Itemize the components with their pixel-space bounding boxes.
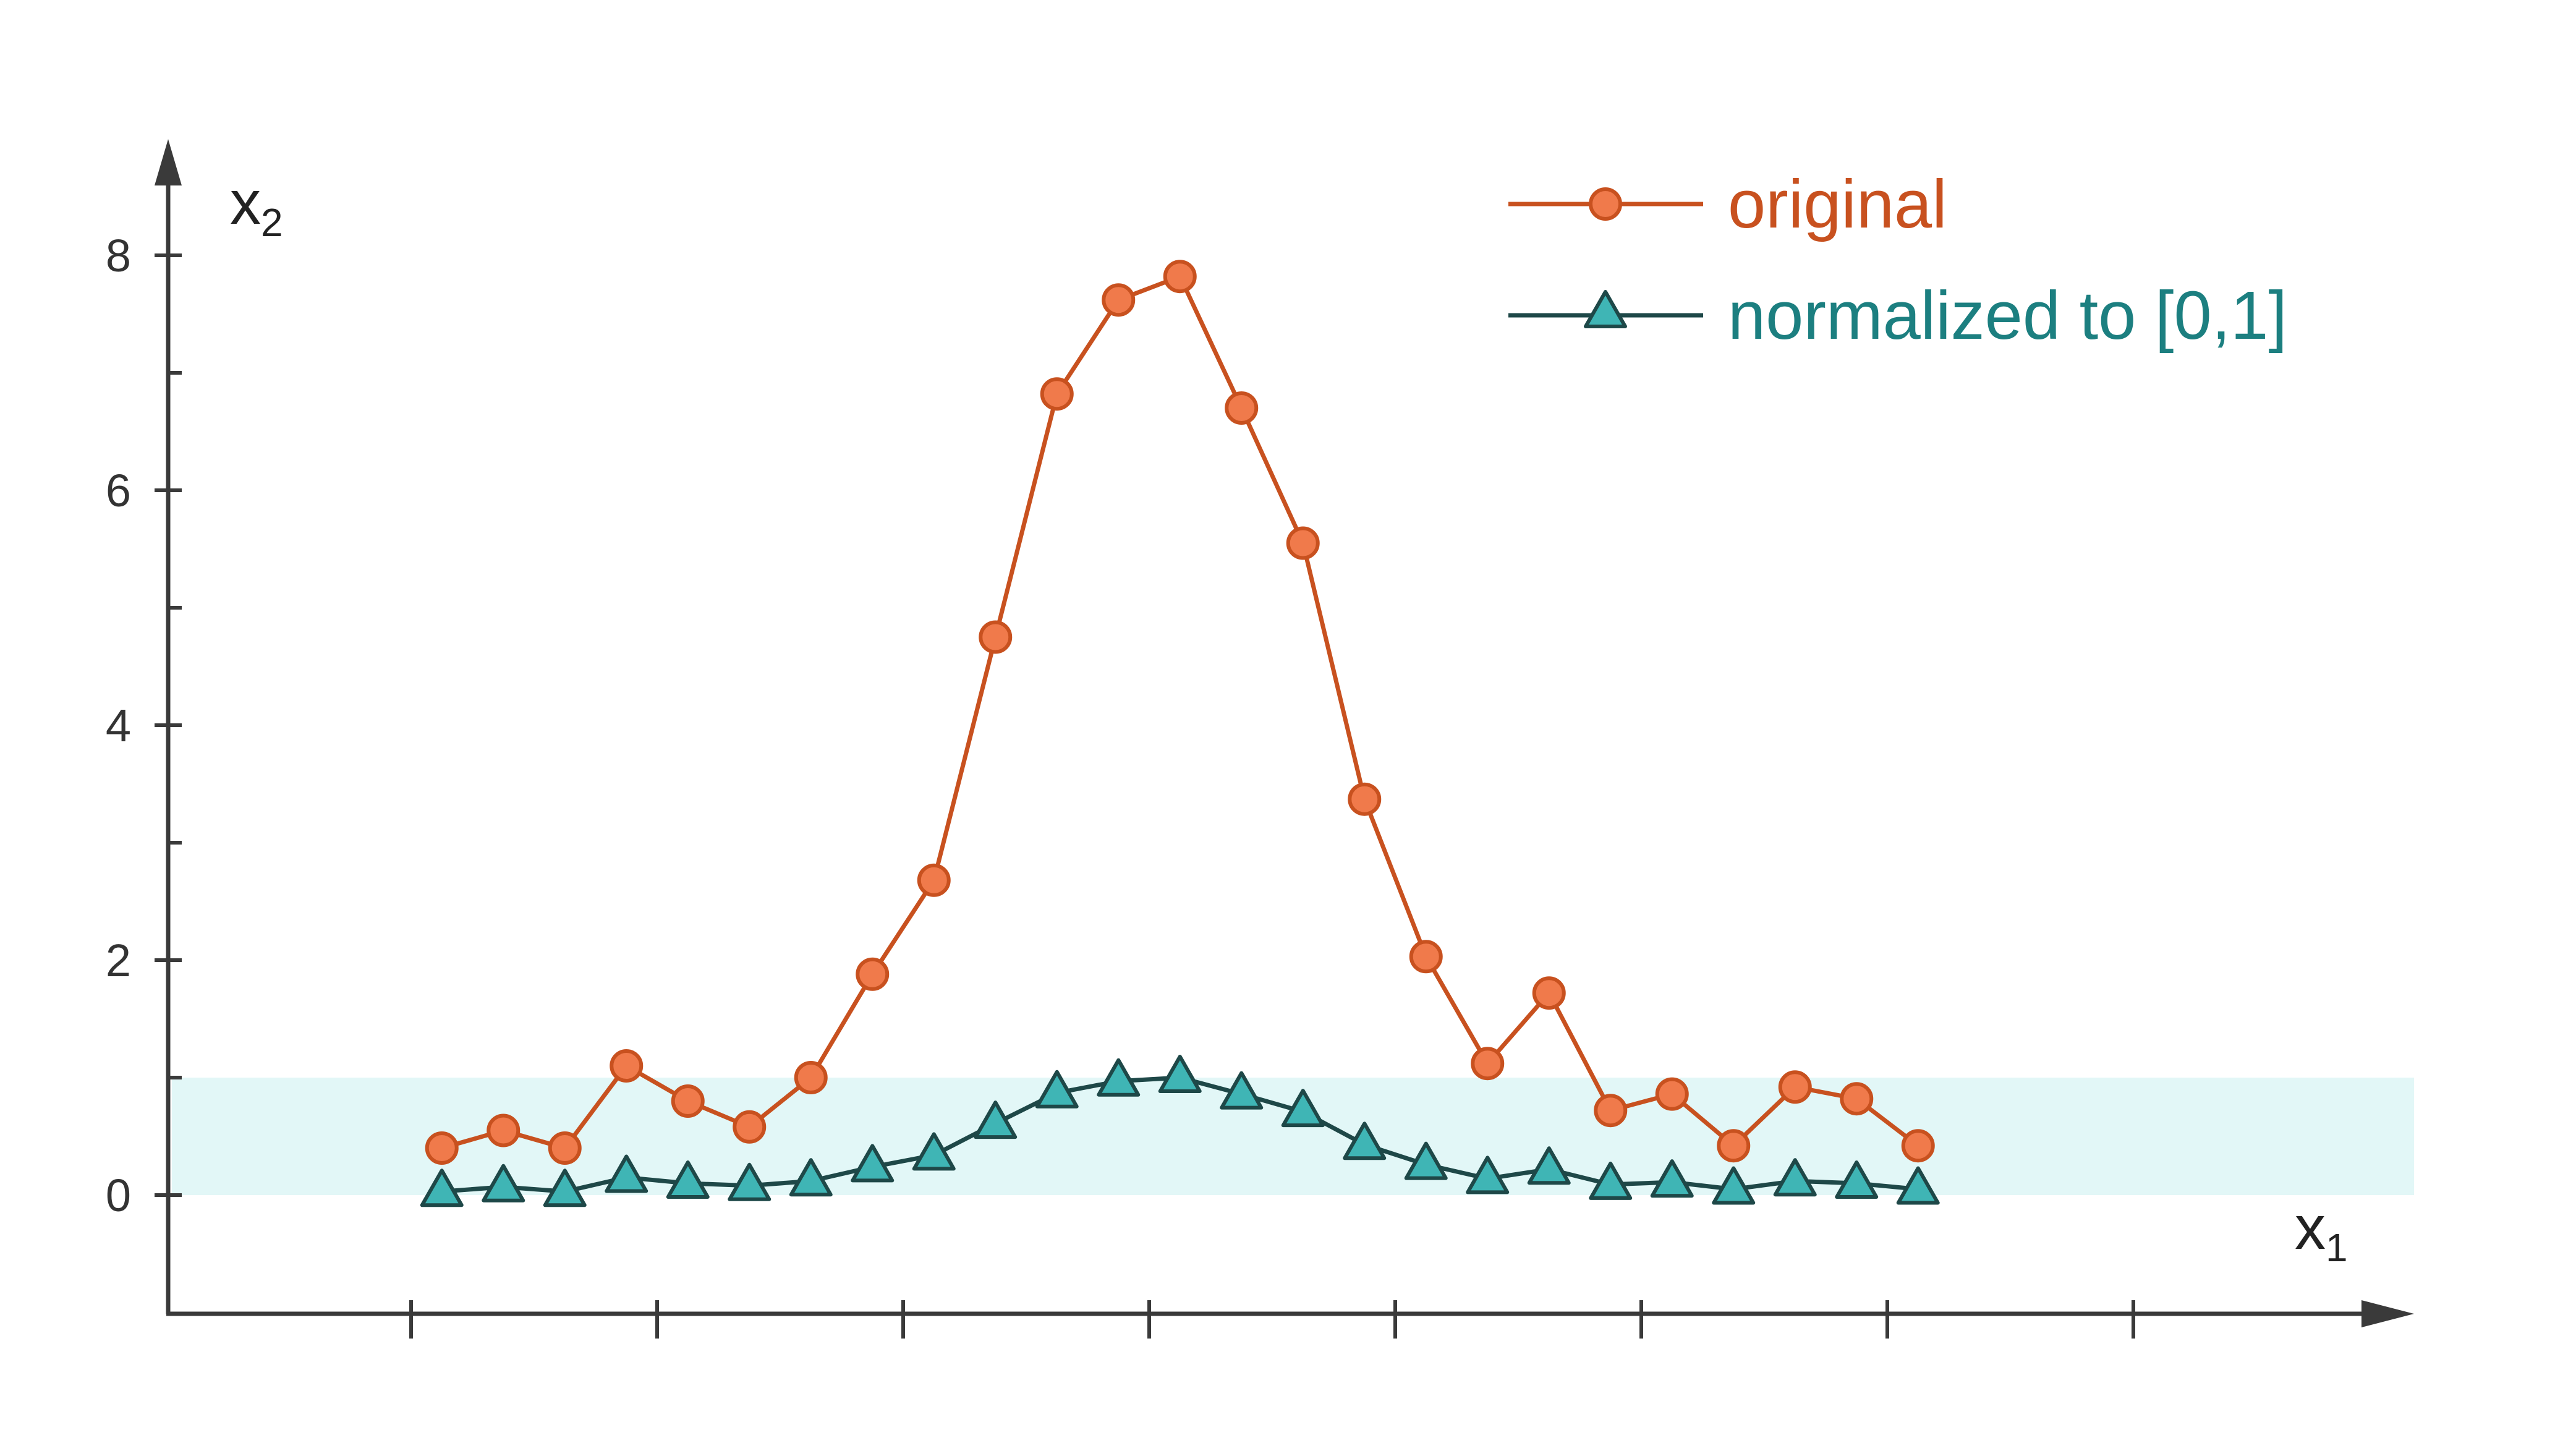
y-axis-arrow: [155, 139, 182, 185]
x-axis-label: x1: [2295, 1193, 2348, 1270]
series-layer: [420, 260, 1940, 1207]
data-point: [1343, 1122, 1387, 1160]
data-point: [728, 1162, 772, 1201]
data-point: [1773, 1158, 1817, 1197]
legend: original normalized to [0,1]: [1508, 166, 2287, 354]
data-point: [1594, 1094, 1628, 1128]
x-axis-arrow: [2361, 1300, 2414, 1327]
legend-label-original: original: [1728, 166, 1947, 242]
data-point: [789, 1158, 833, 1197]
data-point: [1404, 1141, 1448, 1180]
data-point: [1102, 283, 1136, 317]
y-axis-ticks: 0 2 4 6 8: [106, 230, 182, 1221]
data-point: [1532, 976, 1566, 1010]
data-point: [1589, 1161, 1633, 1200]
data-point: [1348, 782, 1382, 816]
data-point: [543, 1168, 587, 1207]
data-point: [425, 1131, 459, 1165]
normalized-range-band: [172, 1078, 2414, 1195]
data-point: [1717, 1129, 1751, 1163]
data-point: [666, 1160, 710, 1199]
data-point: [1035, 1070, 1079, 1109]
data-point: [1712, 1166, 1756, 1205]
data-point: [1840, 1082, 1874, 1116]
y-axis-label: x2: [230, 168, 283, 245]
y-tick-label: 8: [106, 230, 131, 281]
data-point: [1471, 1047, 1505, 1081]
data-point: [1896, 1166, 1940, 1205]
data-point: [1655, 1077, 1689, 1111]
data-point: [1835, 1160, 1879, 1199]
data-point: [482, 1164, 525, 1202]
data-point: [1097, 1058, 1141, 1097]
data-point: [1158, 1055, 1202, 1093]
y-tick-label: 6: [106, 465, 131, 516]
data-point: [856, 957, 890, 991]
data-point: [1409, 940, 1443, 974]
data-point: [1650, 1159, 1694, 1198]
y-tick-label: 0: [106, 1170, 131, 1221]
data-point: [979, 620, 1013, 654]
y-tick-label: 4: [106, 700, 131, 751]
data-point: [733, 1110, 767, 1144]
data-point: [1225, 391, 1259, 425]
series-line: [441, 274, 1919, 1151]
data-point: [794, 1061, 828, 1094]
legend-label-normalized: normalized to [0,1]: [1728, 278, 2287, 354]
data-point: [487, 1113, 521, 1147]
data-point: [1163, 260, 1197, 294]
data-point: [917, 863, 951, 897]
data-point: [1466, 1156, 1510, 1194]
data-point: [1040, 377, 1074, 411]
data-point: [851, 1144, 895, 1183]
y-tick-label: 2: [106, 935, 131, 986]
series-normalized: [420, 1055, 1940, 1207]
data-point: [420, 1168, 464, 1207]
legend-marker-normalized: [1584, 290, 1627, 328]
data-point: [1778, 1070, 1812, 1104]
data-point: [1286, 526, 1320, 560]
data-point: [605, 1154, 648, 1193]
data-point: [912, 1132, 956, 1171]
data-point: [974, 1100, 1018, 1139]
data-point: [610, 1049, 644, 1083]
legend-marker-original: [1589, 187, 1622, 221]
data-point: [1281, 1089, 1325, 1128]
series-original: [425, 260, 1935, 1165]
data-point: [548, 1131, 582, 1165]
x-axis-ticks: [409, 1300, 2135, 1339]
data-point: [671, 1084, 705, 1118]
data-point: [1220, 1071, 1264, 1110]
data-point: [1527, 1146, 1571, 1185]
data-point: [1901, 1129, 1935, 1163]
